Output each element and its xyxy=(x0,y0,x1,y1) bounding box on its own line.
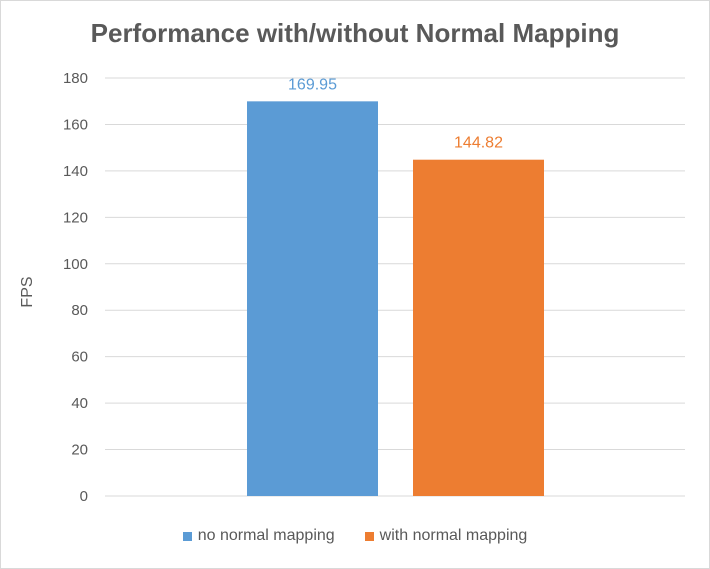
chart-title: Performance with/without Normal Mapping xyxy=(90,18,620,48)
y-tick-label-40: 40 xyxy=(71,395,88,412)
y-tick-label-160: 160 xyxy=(63,116,88,133)
y-tick-label-140: 140 xyxy=(63,163,88,180)
legend-label-no-normal-mapping: no normal mapping xyxy=(197,527,335,544)
bar-no-normal-mapping xyxy=(247,101,378,497)
y-tick-label-100: 100 xyxy=(63,256,88,273)
legend-item-with-normal-mapping: with normal mapping xyxy=(364,527,528,545)
y-tick-label-20: 20 xyxy=(71,442,88,459)
y-tick-label-120: 120 xyxy=(63,209,88,226)
data-label-with-normal-mapping: 144.82 xyxy=(454,135,503,152)
legend-item-no-normal-mapping: no normal mapping xyxy=(182,527,335,545)
legend: no normal mapping with normal mapping xyxy=(0,527,710,545)
data-label-no-normal-mapping: 169.95 xyxy=(288,76,337,93)
legend-swatch-with-normal-mapping xyxy=(364,531,374,541)
bar-with-normal-mapping xyxy=(413,159,544,496)
y-tick-label-80: 80 xyxy=(71,302,88,319)
y-tick-label-0: 0 xyxy=(80,488,88,505)
legend-swatch-no-normal-mapping xyxy=(182,531,192,541)
y-tick-label-60: 60 xyxy=(71,349,88,366)
y-tick-label-180: 180 xyxy=(63,70,88,87)
legend-label-with-normal-mapping: with normal mapping xyxy=(379,527,528,544)
